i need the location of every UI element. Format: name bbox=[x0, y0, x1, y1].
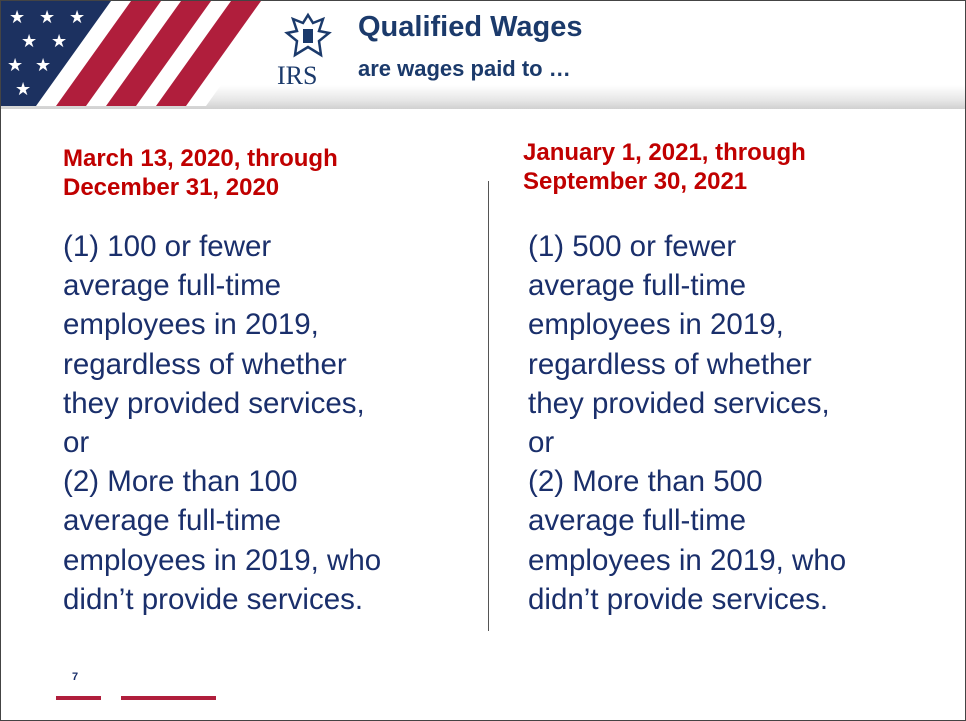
body-line: average full-time bbox=[63, 269, 282, 303]
column-heading: January 1, 2021, through bbox=[523, 139, 806, 166]
body-line: (1) 100 or fewer bbox=[63, 230, 272, 263]
body-line: employees in 2019, who bbox=[528, 543, 847, 577]
body-line: (2) More than 100 bbox=[63, 465, 298, 499]
body-line: (1) 500 or fewer bbox=[528, 230, 737, 263]
page-number: 7 bbox=[72, 671, 79, 683]
column-heading: December 31, 2020 bbox=[63, 174, 280, 201]
divider bbox=[488, 181, 489, 631]
body-line: or bbox=[63, 426, 90, 459]
body-line: average full-time bbox=[528, 269, 747, 303]
logo-text: IRS bbox=[277, 61, 318, 90]
svg-text:★: ★ bbox=[51, 31, 67, 51]
column-heading: September 30, 2021 bbox=[523, 168, 748, 195]
body-line: or bbox=[528, 426, 555, 459]
body-line: (2) More than 500 bbox=[528, 465, 763, 499]
body-line: didn’t provide services. bbox=[528, 582, 829, 616]
body-line: they provided services, bbox=[528, 386, 830, 420]
flag-graphic: ★ ★ ★ ★ ★ ★ ★ ★ bbox=[1, 1, 281, 106]
svg-text:★: ★ bbox=[35, 55, 51, 75]
svg-text:★: ★ bbox=[9, 7, 25, 27]
svg-text:★: ★ bbox=[15, 79, 31, 99]
body-line: employees in 2019, who bbox=[63, 543, 382, 577]
body-line: average full-time bbox=[63, 504, 282, 538]
footer-bar bbox=[121, 696, 216, 700]
eagle-icon bbox=[284, 12, 332, 58]
svg-text:★: ★ bbox=[69, 7, 85, 27]
body-line: regardless of whether bbox=[528, 347, 812, 381]
body-line: employees in 2019, bbox=[528, 308, 784, 342]
footer-bar bbox=[56, 696, 101, 700]
body-line: employees in 2019, bbox=[63, 308, 319, 342]
body-line: they provided services, bbox=[63, 386, 365, 420]
body-line: didn’t provide services. bbox=[63, 582, 364, 616]
subtitle: are wages paid to … bbox=[358, 56, 571, 81]
svg-text:★: ★ bbox=[21, 31, 37, 51]
column-heading: March 13, 2020, through bbox=[63, 145, 338, 172]
body-line: regardless of whether bbox=[63, 347, 347, 381]
title: Qualified Wages bbox=[358, 11, 583, 43]
body-line: average full-time bbox=[528, 504, 747, 538]
svg-text:★: ★ bbox=[7, 55, 23, 75]
svg-text:★: ★ bbox=[39, 7, 55, 27]
